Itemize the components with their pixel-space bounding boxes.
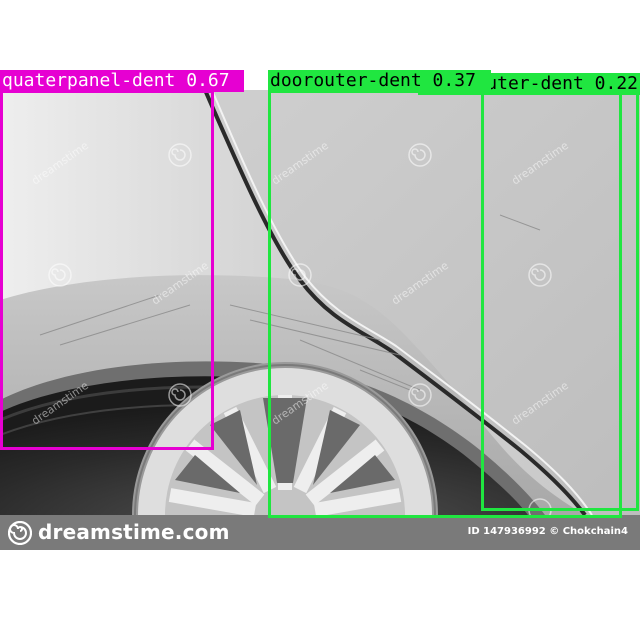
detection-box-quaterpanel-dent xyxy=(0,90,214,450)
detection-box-doorouter-dent-high xyxy=(268,90,622,518)
car-photo: dreamstime dreamstime dreamstime dreamst… xyxy=(0,90,640,515)
footer-stock-id: ID 147936992 © Chokchain4 xyxy=(467,526,628,537)
watermark-footer: dreamstime.com ID 147936992 © Chokchain4 xyxy=(0,515,640,550)
dreamstime-spiral-icon xyxy=(8,521,32,545)
footer-brand: dreamstime.com xyxy=(38,520,230,544)
detection-label-doorouter-dent-high: doorouter-dent 0.37 xyxy=(268,70,491,92)
detection-label-quaterpanel-dent: quaterpanel-dent 0.67 xyxy=(0,70,244,92)
